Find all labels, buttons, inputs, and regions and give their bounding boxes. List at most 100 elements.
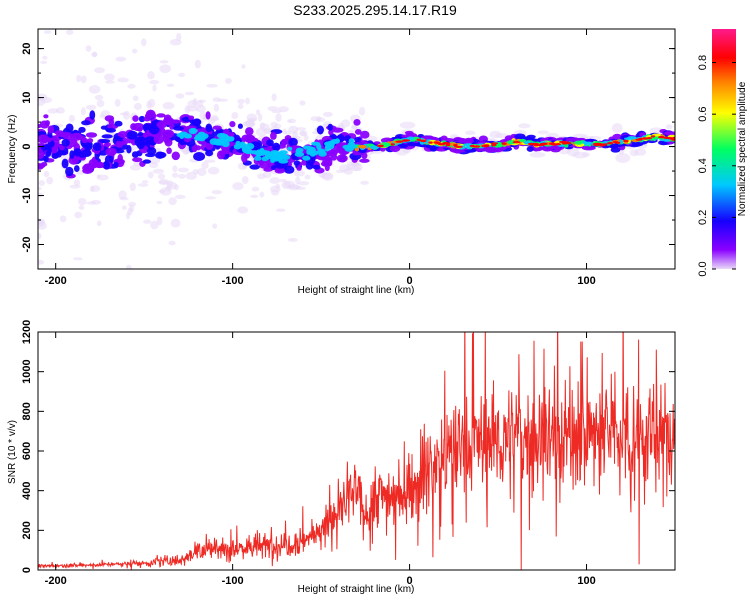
spectrogram-cell	[395, 140, 404, 143]
spectrogram-cell	[297, 181, 310, 186]
spectrogram-cell	[316, 125, 324, 135]
spectrogram-cell	[324, 144, 335, 150]
spectrogram-cell	[104, 115, 115, 122]
spectrogram-cell	[137, 132, 144, 137]
spectrogram-cell	[38, 259, 45, 265]
colorbar: 0.0 0.2 0.4 0.6 0.8 Normalized spectral ampl…	[697, 29, 748, 277]
spectrogram-cell	[327, 123, 334, 131]
spectrogram-heatmap	[38, 29, 675, 269]
spectrogram-cell	[132, 95, 139, 101]
spectrogram-cell	[304, 174, 311, 180]
spectrogram-cell	[168, 240, 176, 246]
spectrogram-cell	[276, 208, 286, 212]
spectrogram-cell	[464, 130, 476, 136]
spectrogram-cell	[287, 238, 298, 242]
spectrogram-cell	[255, 109, 261, 116]
spectrogram-cell	[132, 115, 139, 122]
spectrogram-cell	[309, 151, 316, 157]
spectrogram-cell	[204, 159, 216, 163]
spectrogram-cell	[354, 136, 362, 143]
spectrogram-cell	[184, 105, 191, 114]
spectrogram-cell	[232, 182, 244, 191]
spectrogram-cell	[211, 189, 223, 195]
spectrogram-cell	[126, 144, 132, 154]
spectrogram-cell	[280, 138, 287, 147]
spectrogram-cell	[354, 147, 360, 152]
spectrogram-cell	[85, 132, 98, 138]
y-tick-label: 1000	[21, 359, 33, 383]
spectrogram-cell	[121, 205, 127, 210]
spectrogram-cell	[272, 152, 282, 159]
spectrogram-cell	[40, 144, 49, 151]
spectrogram-cell	[207, 116, 220, 122]
spectrogram-cell	[147, 71, 155, 80]
spectrogram-cell	[390, 143, 395, 146]
spectrogram-cell	[142, 159, 152, 164]
spectrogram-cell	[129, 182, 136, 192]
spectrogram-cell	[134, 136, 144, 147]
spectrogram-cell	[143, 219, 152, 224]
spectrogram-cell	[159, 187, 172, 196]
spectrogram-cell	[166, 83, 175, 88]
spectrogram-cell	[147, 171, 154, 179]
spectrogram-cell	[133, 102, 143, 111]
spectrogram-cell	[45, 149, 52, 157]
spectrogram-cell	[205, 111, 211, 120]
spectrogram-cell	[490, 142, 499, 145]
spectrogram-cell	[262, 171, 272, 179]
spectrogram-cell	[237, 123, 243, 129]
spectrogram-cell	[275, 183, 281, 189]
spectrogram-cell	[96, 99, 105, 108]
spectrogram-cell	[145, 109, 156, 119]
spectrogram-cell	[96, 220, 102, 227]
spectrogram-cell	[299, 100, 306, 106]
spectrogram-cell	[98, 138, 111, 144]
spectrogram-cell	[178, 72, 186, 78]
spectrogram-cell	[178, 173, 186, 179]
spectrogram-cell	[38, 163, 44, 170]
y-tick-label: 20	[21, 42, 33, 54]
spectrogram-cell	[105, 128, 117, 133]
spectrogram-cell	[43, 155, 49, 163]
spectrogram-cell	[237, 103, 244, 110]
spectrogram-cell	[249, 164, 260, 170]
spectrogram-cell	[549, 142, 555, 145]
spectrogram-cell	[221, 140, 230, 148]
spectrogram-cell	[642, 137, 649, 140]
spectrogram-cell	[622, 139, 629, 143]
spectrogram-cell	[282, 154, 291, 160]
colorbar-tick-label: 0.8	[697, 55, 709, 70]
spectrogram-cell	[129, 164, 142, 171]
spectrogram-cell	[157, 173, 166, 180]
spectrogram-cell	[85, 104, 97, 111]
spectrogram-cell	[219, 134, 225, 140]
spectrogram-cell	[296, 166, 302, 171]
spectrogram-frame	[37, 28, 676, 270]
spectrogram-cell	[187, 100, 198, 108]
spectrogram-cell	[305, 161, 314, 170]
spectrogram-cell	[360, 180, 370, 185]
spectrogram-cell	[55, 107, 65, 114]
y-tick-label: 400	[21, 481, 33, 499]
spectrogram-cell	[635, 138, 643, 141]
spectrogram-cell	[65, 166, 74, 177]
spectrogram-cell	[162, 129, 175, 139]
colorbar-tick-label: 0.4	[697, 158, 709, 173]
spectrogram-cell	[83, 142, 93, 151]
spectrogram-cell	[177, 167, 190, 173]
spectrogram-cell	[491, 144, 497, 147]
spectrogram-cell	[176, 32, 182, 42]
spectrogram-cell	[671, 138, 675, 141]
spectrogram-cell	[65, 123, 74, 133]
spectrogram-cell	[330, 153, 338, 161]
spectrogram-cell	[114, 120, 123, 127]
spectrogram-cell	[68, 114, 75, 123]
spectrogram-cell	[82, 164, 95, 172]
spectrogram-cell	[445, 143, 451, 147]
snr-x-ticks: -200 -100 0 100	[45, 332, 596, 587]
spectrogram-cell	[378, 144, 384, 147]
spectrogram-cell	[152, 84, 157, 92]
spectrogram-cell	[174, 194, 186, 200]
spectrogram-cell	[259, 149, 269, 155]
